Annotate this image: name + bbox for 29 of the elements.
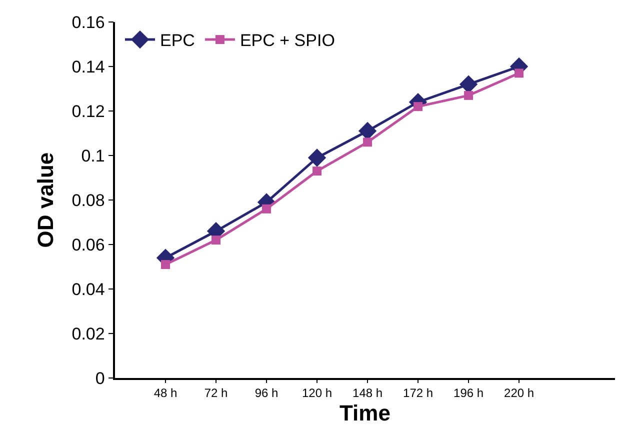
point xyxy=(363,138,372,147)
legend-label: EPC + SPIO xyxy=(240,31,335,50)
y-tick-label: 0.06 xyxy=(72,235,105,254)
point xyxy=(262,204,272,214)
x-tick-label: 172 h xyxy=(403,386,434,400)
point xyxy=(308,148,326,167)
x-tick-label: 148 h xyxy=(352,386,383,400)
point xyxy=(464,90,474,100)
legend-label: EPC xyxy=(160,31,195,50)
x-tick-label: 120 h xyxy=(302,386,332,400)
y-tick-label: 0.1 xyxy=(81,146,105,166)
point xyxy=(514,68,524,78)
x-axis-title: Time xyxy=(340,400,390,426)
x-tick-label: 48 h xyxy=(154,386,178,400)
y-tick-label: 0 xyxy=(95,368,105,388)
x-tick-label: 72 h xyxy=(204,386,228,400)
x-tick-label: 96 h xyxy=(254,386,278,400)
point xyxy=(312,166,322,176)
y-tick-label: 0.04 xyxy=(72,280,105,299)
y-tick-label: 0.02 xyxy=(72,324,105,344)
point xyxy=(161,260,170,270)
y-tick-label: 0.14 xyxy=(72,57,105,76)
x-tick-label: 220 h xyxy=(504,386,534,400)
y-tick-label: 0.16 xyxy=(72,12,105,32)
x-tick-label: 196 h xyxy=(454,386,484,400)
y-axis-title: OD value xyxy=(33,152,58,248)
y-tick-label: 0.12 xyxy=(72,102,105,121)
point xyxy=(212,236,221,245)
y-tick-label: 0.08 xyxy=(72,190,105,210)
